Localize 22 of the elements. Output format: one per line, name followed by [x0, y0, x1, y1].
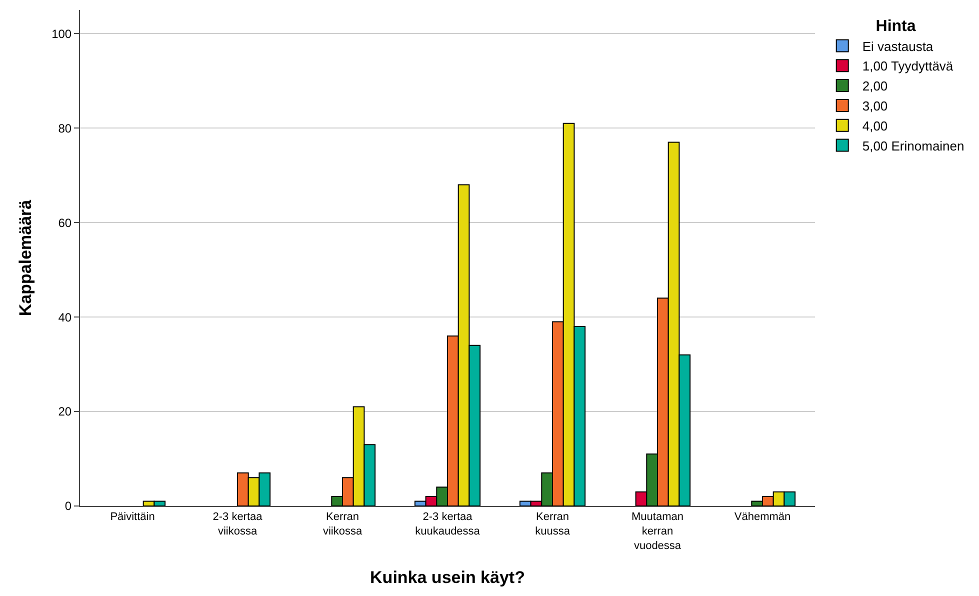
x-axis-title: Kuinka usein käyt?: [370, 568, 525, 588]
x-tick-label: Muutaman kerran vuodessa: [632, 511, 684, 552]
x-tick-label: Kerran kuussa: [535, 511, 571, 538]
x-tick-label: 2-3 kertaa kuukaudessa: [415, 511, 481, 538]
legend-label: 4,00: [862, 118, 888, 134]
y-tick-label: 80: [58, 121, 72, 136]
x-tick-label: Vähemmän: [734, 511, 791, 524]
y-tick-label: 60: [58, 216, 72, 230]
y-tick-label: 40: [58, 310, 72, 324]
legend-label: 2,00: [862, 78, 888, 94]
y-axis-title: Kappalemäärä: [16, 199, 36, 316]
legend-label: 5,00 Erinomainen: [862, 138, 964, 154]
y-tick-label: 0: [64, 499, 72, 514]
x-tick-label: 2-3 kertaa viikossa: [212, 511, 264, 538]
legend-label: Ei vastausta: [862, 38, 934, 54]
legend-label: 3,00: [862, 98, 888, 114]
y-tick-label: 100: [52, 26, 72, 41]
legend-title: Hinta: [876, 18, 916, 35]
y-tick-label: 20: [58, 404, 72, 419]
x-tick-label: Päivittäin: [110, 511, 155, 524]
legend-label: 1,00 Tyydyttävä: [862, 58, 954, 74]
x-tick-label: Kerran viikossa: [322, 511, 363, 538]
